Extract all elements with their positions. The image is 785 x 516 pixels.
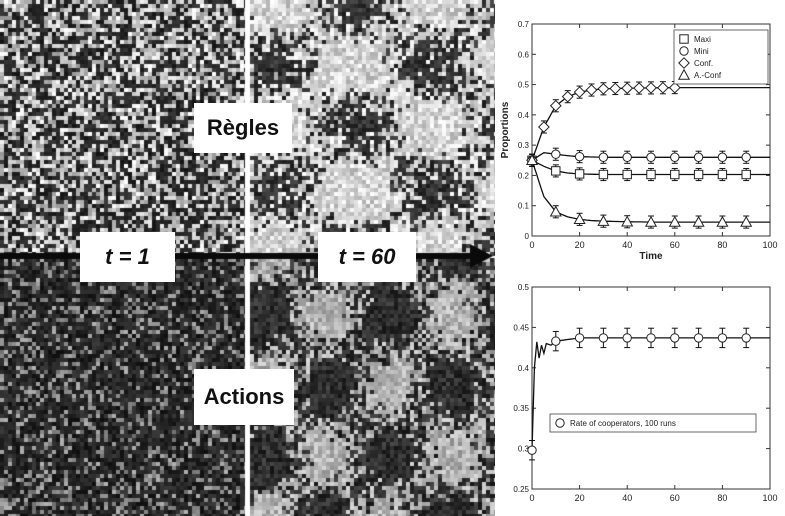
- data-point-diamond: [656, 81, 669, 94]
- label-t60: t = 60: [318, 232, 416, 282]
- data-point-triangle: [525, 154, 539, 165]
- x-tick-label: 0: [529, 240, 534, 250]
- label-t1: t = 1: [80, 232, 175, 282]
- x-tick-label: 40: [622, 493, 632, 503]
- cellular-automaton-grids: Règles t = 1 t = 60 Actions: [0, 0, 495, 516]
- data-point-circle: [574, 333, 585, 343]
- legend-marker-circle: [555, 418, 565, 428]
- data-point-circle: [741, 333, 751, 343]
- x-tick-label: 20: [575, 240, 585, 250]
- x-tick-label: 80: [717, 493, 727, 503]
- legend-entry-0: Maxi: [694, 35, 711, 44]
- plot-frame: [531, 286, 771, 490]
- data-point-triangle: [692, 215, 705, 227]
- legend-marker-circle: [679, 46, 689, 56]
- y-tick-label: 0.4: [518, 111, 530, 120]
- y-tick-label: 0: [525, 232, 530, 241]
- data-point-circle: [670, 152, 680, 162]
- data-point-circle: [693, 333, 704, 343]
- data-point-diamond: [573, 86, 586, 99]
- y-tick-label: 0.25: [513, 485, 529, 494]
- x-tick-label: 0: [529, 493, 534, 503]
- y-tick-label: 0.1: [518, 202, 530, 211]
- y-tick-label: 0.7: [518, 20, 530, 29]
- legend-marker-triangle: [677, 68, 691, 80]
- data-point-circle: [551, 336, 561, 346]
- legend-entry-2: Conf.: [694, 59, 713, 68]
- y-tick-label: 0.5: [518, 283, 530, 292]
- legend-entry-1: Mini: [694, 47, 709, 56]
- data-point-square: [551, 166, 561, 176]
- data-point-circle: [598, 333, 609, 343]
- data-point-circle: [646, 152, 656, 162]
- y-axis-label: Proportions: [500, 101, 511, 158]
- data-point-circle: [551, 149, 561, 159]
- x-tick-label: 80: [717, 240, 727, 250]
- data-point-triangle: [549, 205, 562, 217]
- x-tick-label: 40: [622, 240, 632, 250]
- label-rules: Règles: [194, 103, 292, 153]
- y-tick-label: 0.6: [518, 50, 530, 59]
- data-point-circle: [527, 445, 537, 455]
- y-tick-label: 0.2: [518, 171, 530, 180]
- legend-marker-square: [679, 34, 689, 44]
- data-point-diamond: [585, 84, 598, 96]
- data-point-square: [574, 169, 585, 179]
- y-tick-label: 0.5: [518, 81, 530, 90]
- data-point-diamond: [668, 81, 681, 94]
- cooperators-rate-chart: 0 20 40 60 80 100 0.25 0.3 0.35 0.4 0.45 0.5 Rate of…: [513, 283, 777, 503]
- data-point-square: [670, 169, 680, 180]
- x-axis-label: Time: [639, 251, 663, 262]
- data-point-circle: [670, 333, 680, 343]
- data-point-triangle: [597, 214, 610, 226]
- data-point-diamond: [609, 82, 622, 95]
- data-point-square: [598, 169, 609, 180]
- data-point-diamond: [561, 90, 574, 103]
- x-tick-label: 100: [762, 493, 777, 503]
- data-point-square: [741, 169, 751, 180]
- data-point-triangle: [740, 215, 753, 227]
- x-tick-label: 60: [670, 240, 680, 250]
- data-point-triangle: [573, 213, 586, 225]
- data-point-circle: [741, 152, 751, 162]
- data-point-circle: [598, 152, 609, 162]
- data-point-square: [693, 169, 704, 180]
- data-point-diamond: [645, 81, 657, 94]
- data-point-square: [622, 169, 632, 180]
- proportions-chart: 0 20 40 60 80 100 0 0.1 0.2 0.3 0.4 0.5 0.6 0.7 Time Pr…: [500, 20, 778, 262]
- y-tick-label: 0.45: [513, 323, 529, 332]
- data-point-diamond: [633, 82, 646, 94]
- data-point-circle: [646, 333, 656, 343]
- data-point-circle: [717, 152, 728, 162]
- data-point-diamond: [621, 82, 634, 95]
- data-point-triangle: [716, 215, 729, 227]
- x-tick-label: 60: [670, 493, 680, 503]
- data-point-diamond: [537, 121, 550, 133]
- y-tick-label: 0.3: [518, 141, 530, 150]
- automaton-pixel-grid: [0, 0, 495, 516]
- y-tick-label: 0.35: [513, 404, 529, 413]
- y-tick-label: 0.4: [518, 364, 530, 373]
- label-actions: Actions: [194, 369, 294, 425]
- data-point-circle: [622, 333, 632, 343]
- data-point-circle: [693, 152, 704, 162]
- data-point-square: [646, 169, 656, 180]
- data-point-square: [717, 169, 728, 180]
- legend-entry-0: Rate of cooperators, 100 runs: [570, 419, 676, 428]
- data-point-circle: [574, 151, 585, 162]
- data-point-diamond: [597, 82, 610, 95]
- data-point-triangle: [621, 215, 634, 227]
- data-point-triangle: [668, 215, 681, 227]
- data-point-circle: [717, 333, 728, 343]
- data-point-triangle: [644, 215, 658, 227]
- legend-entry-3: A.-Conf: [694, 71, 722, 80]
- x-tick-label: 100: [762, 240, 777, 250]
- legend-box: [549, 413, 757, 433]
- legend-marker-diamond: [678, 57, 690, 69]
- data-point-diamond: [549, 99, 562, 112]
- x-tick-label: 20: [575, 493, 585, 503]
- legend-box: [673, 29, 769, 85]
- data-point-circle: [622, 152, 632, 162]
- y-tick-label: 0.3: [518, 445, 530, 454]
